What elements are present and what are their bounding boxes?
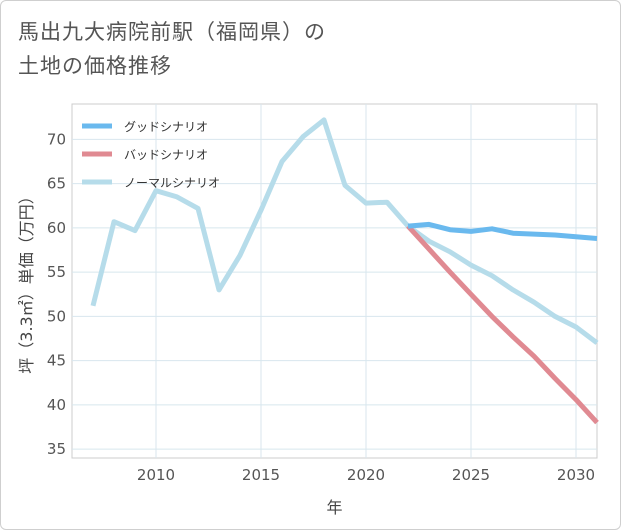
legend-label-1: バッドシナリオ xyxy=(124,148,208,162)
x-axis-label: 年 xyxy=(326,498,342,517)
series-line-2 xyxy=(90,117,599,345)
y-tick-label: 55 xyxy=(47,263,66,281)
plot-area xyxy=(71,103,598,459)
series-line-0 xyxy=(407,221,598,241)
y-axis-ticks: 35 40 45 50 55 60 65 70 xyxy=(47,130,66,458)
legend-label-2: ノーマルシナリオ xyxy=(124,176,220,190)
x-tick-label: 2025 xyxy=(452,466,490,484)
y-tick-label: 60 xyxy=(47,219,66,237)
series-line-1 xyxy=(406,224,599,425)
x-tick-label: 2015 xyxy=(242,466,280,484)
y-tick-label: 45 xyxy=(47,352,66,370)
x-tick-label: 2020 xyxy=(347,466,385,484)
title-line-2: 土地の価格推移 xyxy=(18,54,172,78)
chart-title: 馬出九大病院前駅（福岡県）の 土地の価格推移 xyxy=(18,15,326,83)
y-tick-label: 65 xyxy=(47,175,66,193)
x-tick-label: 2010 xyxy=(137,466,175,484)
y-axis-label: 坪（3.3㎡）単価（万円） xyxy=(17,188,36,373)
grid xyxy=(72,104,597,458)
x-axis-ticks: 2010 2015 2020 2025 2030 xyxy=(137,466,595,484)
y-tick-label: 50 xyxy=(47,307,66,325)
series-lines xyxy=(90,117,599,425)
legend-label-0: グッドシナリオ xyxy=(124,120,208,134)
x-tick-label: 2030 xyxy=(557,466,595,484)
title-line-1: 馬出九大病院前駅（福岡県）の xyxy=(18,20,326,44)
y-tick-label: 35 xyxy=(47,440,66,458)
y-tick-label: 40 xyxy=(47,396,66,414)
y-tick-label: 70 xyxy=(47,130,66,148)
